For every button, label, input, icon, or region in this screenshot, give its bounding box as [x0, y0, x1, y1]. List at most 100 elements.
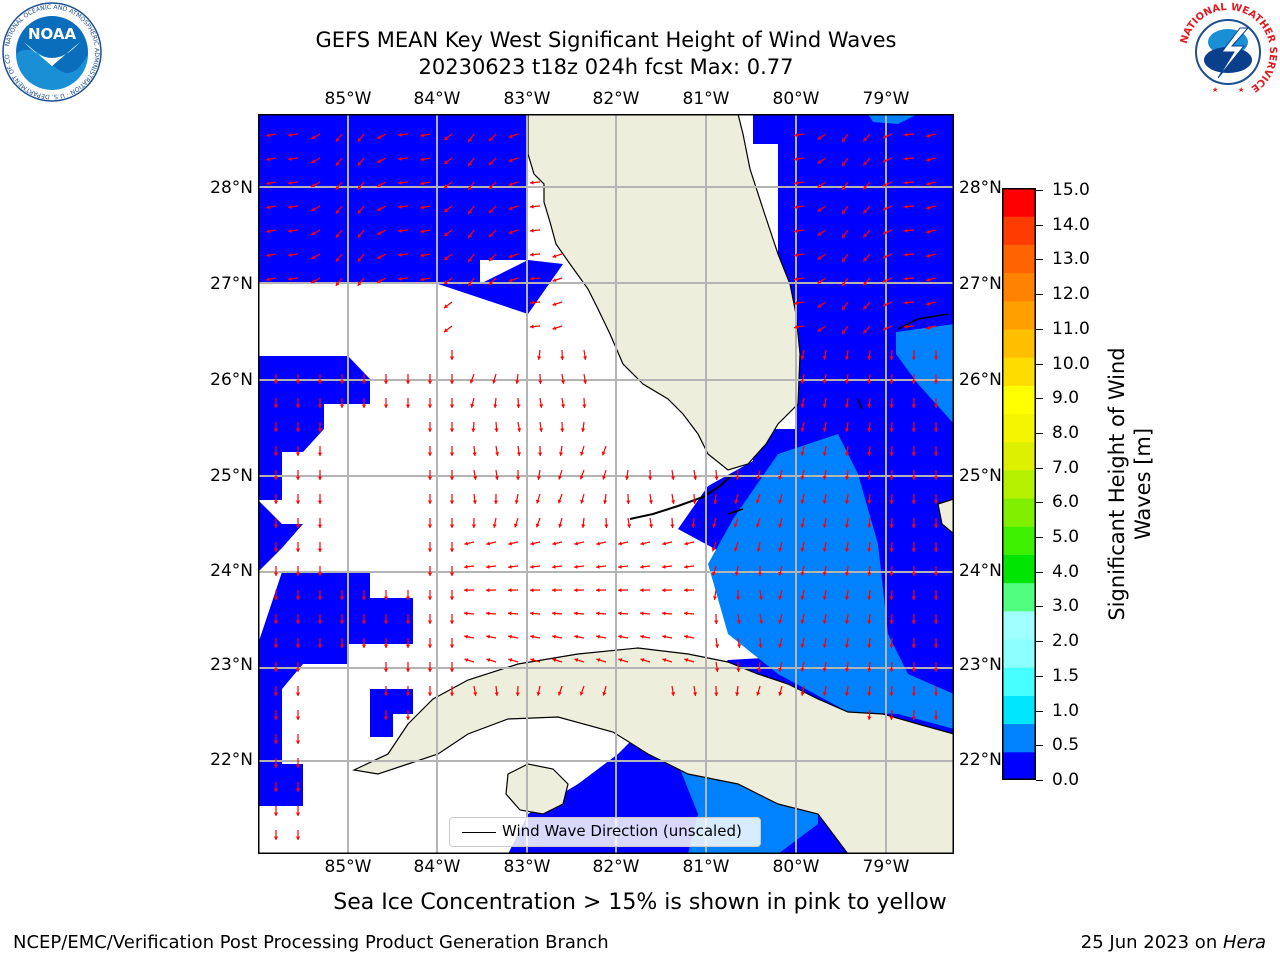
wave-arrow-head [486, 541, 491, 546]
wave-arrow-head [800, 380, 805, 384]
wave-arrow-head [582, 404, 587, 408]
lon-label-top: 81°W [682, 89, 730, 109]
wave-arrow-head [649, 524, 654, 528]
wave-arrow-head [495, 452, 500, 456]
wave-arrow-head [273, 620, 279, 624]
wave-arrow-head [361, 380, 367, 384]
wave-arrow-head [713, 500, 718, 504]
wave-arrow-head [494, 692, 499, 696]
wave-arrow-head [311, 207, 316, 211]
wave-arrow-head [758, 644, 763, 648]
wave-arrow-head [377, 183, 382, 187]
wave-arrow-head [536, 476, 541, 480]
wave-arrow-head [778, 523, 783, 528]
wave-arrow-head [822, 620, 827, 624]
wave-arrow-head [911, 644, 916, 648]
wave-arrow-head [867, 428, 872, 432]
wave-arrow-head [596, 611, 600, 616]
wave-arrow-head [926, 157, 931, 162]
wave-arrow-head [712, 523, 717, 528]
wave-arrow-head [640, 564, 644, 569]
wave-arrow-head [273, 404, 279, 408]
wave-arrow-head [845, 404, 850, 408]
wave-arrow-head [561, 404, 566, 408]
wave-arrow-head [640, 658, 645, 663]
wave-arrow-head [339, 644, 345, 648]
wave-arrow-head [889, 716, 894, 720]
wave-arrow-head [273, 428, 279, 432]
wave-arrow-head [733, 523, 738, 528]
lon-label-bottom: 83°W [503, 857, 551, 877]
wave-arrow-head [449, 380, 455, 384]
wave-arrow-head [357, 137, 362, 142]
footer-branch: NCEP/EMC/Verification Post Processing Pr… [13, 932, 609, 953]
wave-arrow-head [863, 329, 868, 334]
wave-arrow-head [449, 620, 455, 624]
wave-arrow-head [934, 404, 939, 408]
wave-arrow-head [317, 572, 323, 576]
wave-arrow-head [934, 572, 939, 576]
wave-arrow-head [845, 452, 850, 456]
colorbar-tick-label: 12.0 [1052, 284, 1090, 305]
wave-arrow-head [357, 257, 362, 262]
wave-arrow-head [867, 572, 872, 576]
wave-arrow-head [339, 596, 345, 600]
wave-arrow-head [508, 634, 512, 639]
wave-arrow-head [295, 380, 301, 384]
wave-arrow-head [817, 327, 822, 332]
wave-arrow-head [579, 475, 584, 480]
lat-label-right: 23°N [959, 655, 1002, 675]
wave-arrow-head [574, 588, 578, 593]
wave-arrow-head [469, 379, 474, 384]
wave-arrow-head [889, 380, 894, 384]
colorbar-tick-mark [1036, 606, 1043, 608]
wave-arrow-head [317, 452, 323, 456]
wave-arrow-head [273, 692, 279, 696]
wave-arrow-head [794, 277, 798, 282]
wave-arrow-head [295, 452, 301, 456]
colorbar-tick-label: 1.5 [1052, 665, 1080, 686]
colorbar-tick-mark [1036, 328, 1043, 330]
wave-arrow-head [449, 452, 455, 456]
wave-arrow-head [649, 500, 653, 504]
wave-arrow-head [581, 524, 586, 528]
wave-arrow-head [398, 276, 402, 281]
wave-arrow-head [335, 185, 340, 190]
wave-arrow-head [911, 404, 916, 408]
wave-arrow-head [427, 572, 433, 576]
lat-label-left: 27°N [210, 274, 253, 294]
wave-arrow-head [757, 668, 762, 672]
wave-arrow-head [926, 229, 931, 234]
wave-arrow-head [596, 588, 600, 593]
wave-arrow-head [472, 500, 477, 504]
wave-arrow-head [934, 548, 939, 552]
wave-arrow-head [464, 588, 468, 593]
wave-arrow-head [295, 812, 301, 816]
wave-arrow-head [561, 380, 566, 384]
wave-arrow-head [464, 634, 468, 639]
colorbar-tick-mark [1036, 294, 1043, 296]
wave-arrow-head [449, 524, 455, 528]
wave-arrow-head [800, 404, 805, 408]
wave-arrow-head [926, 133, 931, 138]
wave-arrow-head [530, 564, 534, 569]
wave-arrow-head [817, 159, 822, 164]
lat-label-left: 28°N [210, 178, 253, 198]
wave-arrow-head [516, 476, 521, 480]
wave-arrow-head [618, 611, 622, 616]
wave-arrow-head [882, 134, 887, 139]
wave-arrow-head [662, 541, 667, 546]
wave-arrow-head [882, 230, 887, 235]
wave-arrow-head [335, 161, 340, 166]
wave-arrow-head [822, 572, 827, 576]
lat-label-left: 22°N [210, 750, 253, 770]
footer-date: 25 Jun 2023 on Hera [1081, 932, 1266, 953]
wave-arrow-head [583, 380, 588, 384]
wave-arrow-head [552, 278, 557, 282]
wave-arrow-head [934, 476, 939, 480]
wave-arrow-head [670, 524, 675, 528]
wave-arrow-head [889, 428, 894, 432]
colorbar-tick-mark [1036, 432, 1043, 434]
wave-arrow-head [295, 620, 301, 624]
lon-label-top: 84°W [413, 89, 461, 109]
